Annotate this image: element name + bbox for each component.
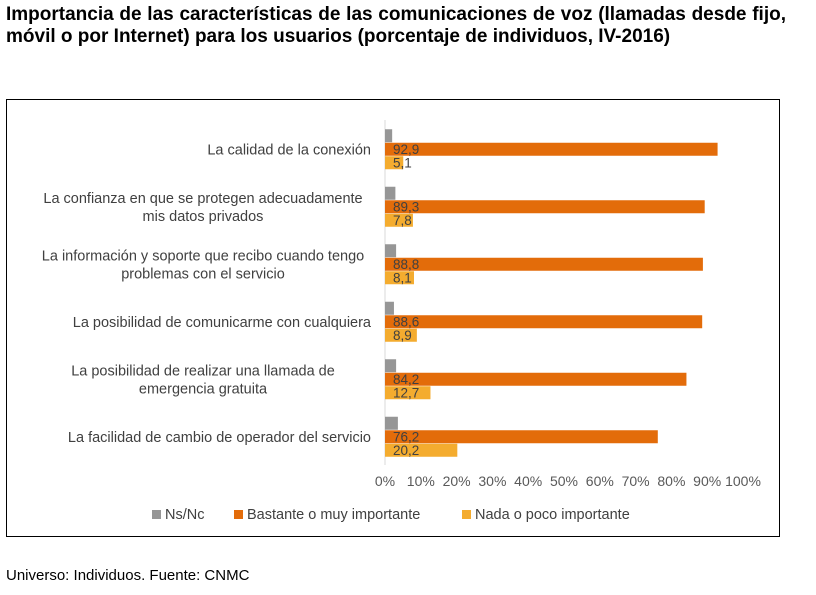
source-note: Universo: Individuos. Fuente: CNMC: [6, 567, 250, 584]
bar-bastante: [385, 200, 705, 214]
bar-nada: [385, 271, 414, 285]
category-label: La calidad de la conexión: [207, 142, 371, 158]
category-label: problemas con el servicio: [121, 266, 285, 282]
data-label: 7,8: [393, 213, 412, 228]
category-label: emergencia gratuita: [139, 381, 268, 397]
bar-nada: [385, 443, 458, 457]
bar-bastante: [385, 315, 703, 329]
data-label: 92,9: [393, 142, 419, 157]
category-label: La información y soporte que recibo cuan…: [42, 248, 364, 264]
data-label: 88,8: [393, 257, 419, 272]
legend-label: Bastante o muy importante: [247, 507, 420, 523]
bar-bastante: [385, 430, 658, 444]
data-label: 76,2: [393, 429, 419, 444]
x-tick-label: 90%: [693, 473, 721, 489]
bar-nsnc: [385, 301, 394, 315]
bar-bastante: [385, 142, 718, 156]
bar-bastante: [385, 257, 703, 271]
bar-nsnc: [385, 186, 396, 200]
bar-nada: [385, 156, 404, 170]
chart-title: Importancia de las características de la…: [6, 4, 786, 47]
category-label: La posibilidad de realizar una llamada d…: [71, 363, 335, 379]
bar-nsnc: [385, 359, 397, 373]
bar-nada: [385, 328, 417, 342]
legend-label: Nada o poco importante: [475, 507, 630, 523]
bar-bastante: [385, 372, 687, 386]
data-label: 84,2: [393, 372, 419, 387]
x-tick-label: 30%: [478, 473, 506, 489]
data-label: 8,9: [393, 328, 412, 343]
bar-nada: [385, 386, 431, 400]
data-label: 12,7: [393, 385, 419, 400]
data-label: 89,3: [393, 199, 419, 214]
category-label: La facilidad de cambio de operador del s…: [68, 430, 371, 446]
x-tick-label: 50%: [550, 473, 578, 489]
data-label: 8,1: [393, 270, 412, 285]
legend-swatch: [234, 510, 243, 519]
data-label: 88,6: [393, 314, 419, 329]
data-label: 5,1: [393, 155, 412, 170]
bar-chart: La calidad de la conexión 92,95,1 La confi…: [42, 120, 761, 523]
category-label: La confianza en que se protegen adecuada…: [43, 191, 362, 207]
bar-nsnc: [385, 416, 398, 430]
x-tick-label: 70%: [622, 473, 650, 489]
x-tick-label: 100%: [725, 473, 761, 489]
legend-swatch: [462, 510, 471, 519]
x-tick-label: 40%: [514, 473, 542, 489]
legend-swatch: [152, 510, 161, 519]
legend-label: Ns/Nc: [165, 507, 204, 523]
chart-area: La calidad de la conexión 92,9 5,1 La confi…: [6, 99, 780, 537]
category-label: La posibilidad de comunicarme con cualqu…: [73, 315, 372, 331]
bar-nada: [385, 213, 413, 227]
bar-nsnc: [385, 244, 397, 258]
category-label: mis datos privados: [143, 209, 264, 225]
x-tick-label: 20%: [443, 473, 471, 489]
bar-nsnc: [385, 129, 393, 143]
x-tick-label: 60%: [586, 473, 614, 489]
x-tick-label: 0%: [375, 473, 395, 489]
x-tick-label: 80%: [657, 473, 685, 489]
data-label: 20,2: [393, 443, 419, 458]
x-tick-label: 10%: [407, 473, 435, 489]
